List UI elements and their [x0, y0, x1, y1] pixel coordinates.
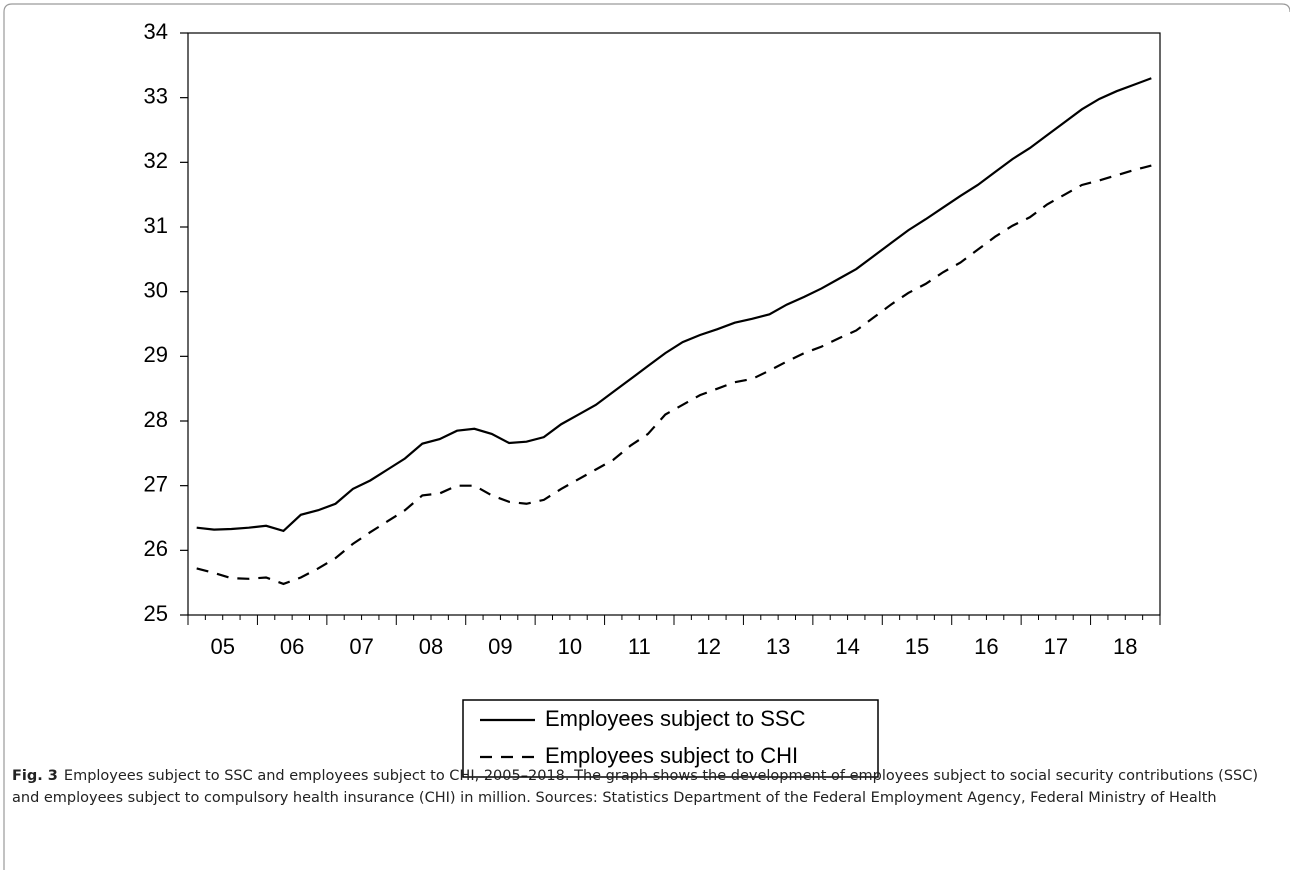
x-tick-label: 10: [558, 634, 582, 659]
y-tick-label: 27: [144, 471, 168, 496]
x-tick-label: 11: [628, 634, 651, 659]
y-tick-label: 29: [144, 342, 168, 367]
x-tick-label: 18: [1113, 634, 1137, 659]
x-tick-label: 08: [419, 634, 443, 659]
figure-border: [3, 3, 1290, 870]
caption-label: Fig. 3: [12, 768, 58, 784]
x-tick-label: 14: [835, 634, 859, 659]
x-tick-label: 15: [905, 634, 929, 659]
caption: Fig. 3 Employees subject to SSC and emplo…: [12, 765, 1277, 809]
y-tick-label: 25: [144, 601, 168, 626]
legend-box: [462, 699, 879, 778]
x-tick-label: 07: [349, 634, 373, 659]
x-tick-label: 16: [974, 634, 998, 659]
series-line: [196, 164, 1152, 586]
legend-label: Employees subject to CHI: [545, 743, 798, 768]
x-tick-label: 13: [766, 634, 790, 659]
y-tick-label: 31: [144, 213, 168, 238]
legend-label: Employees subject to SSC: [545, 706, 806, 731]
y-tick-label: 32: [144, 148, 168, 173]
series-line: [196, 77, 1152, 533]
y-tick-label: 33: [144, 83, 168, 108]
x-tick-label: 12: [696, 634, 720, 659]
plot-frame: [187, 32, 1161, 616]
x-tick-label: 06: [280, 634, 304, 659]
y-tick-label: 30: [144, 277, 168, 302]
y-tick-label: 34: [144, 19, 168, 44]
x-tick-label: 17: [1044, 634, 1068, 659]
y-tick-label: 28: [144, 407, 168, 432]
caption-text: Employees subject to SSC and employees s…: [12, 768, 1259, 806]
x-tick-label: 09: [488, 634, 512, 659]
x-tick-label: 05: [210, 634, 234, 659]
y-tick-label: 26: [144, 536, 168, 561]
